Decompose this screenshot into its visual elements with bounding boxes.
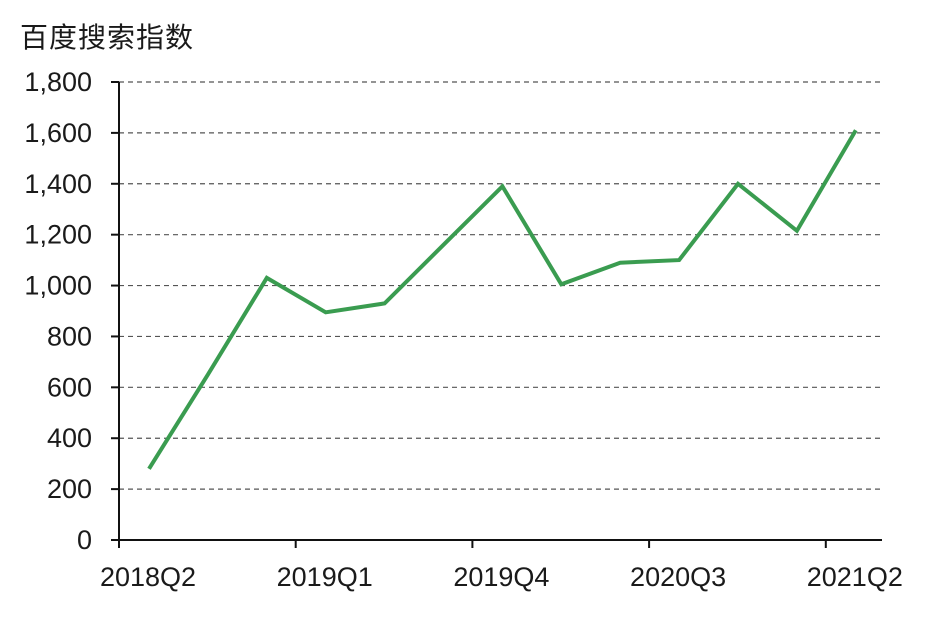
data-point bbox=[677, 258, 681, 262]
data-point bbox=[265, 276, 269, 280]
data-point bbox=[147, 467, 151, 471]
data-point bbox=[442, 243, 446, 247]
data-point bbox=[500, 184, 504, 188]
y-tick-label: 1,400 bbox=[24, 169, 92, 199]
x-tick-label: 2019Q4 bbox=[453, 562, 549, 592]
data-point bbox=[383, 301, 387, 305]
y-tick-label: 200 bbox=[47, 474, 92, 504]
y-tick-label: 600 bbox=[47, 372, 92, 402]
y-tick-label: 1,800 bbox=[24, 67, 92, 97]
data-point bbox=[324, 310, 328, 314]
y-tick-label: 1,000 bbox=[24, 271, 92, 301]
x-tick-label: 2018Q2 bbox=[100, 562, 196, 592]
data-point bbox=[618, 261, 622, 265]
x-tick-label: 2019Q1 bbox=[277, 562, 373, 592]
y-tick-label: 0 bbox=[77, 525, 92, 555]
x-tick-label: 2020Q3 bbox=[630, 562, 726, 592]
data-point bbox=[795, 229, 799, 233]
data-point bbox=[736, 182, 740, 186]
y-tick-label: 800 bbox=[47, 321, 92, 351]
data-point bbox=[854, 128, 858, 132]
series-line bbox=[147, 129, 858, 470]
data-point bbox=[206, 373, 210, 377]
y-tick-label: 400 bbox=[47, 423, 92, 453]
y-tick-label: 1,200 bbox=[24, 220, 92, 250]
data-point bbox=[559, 282, 563, 286]
y-tick-label: 1,600 bbox=[24, 118, 92, 148]
chart-title: 百度搜索指数 bbox=[20, 21, 195, 54]
x-tick-label: 2021Q2 bbox=[807, 562, 903, 592]
